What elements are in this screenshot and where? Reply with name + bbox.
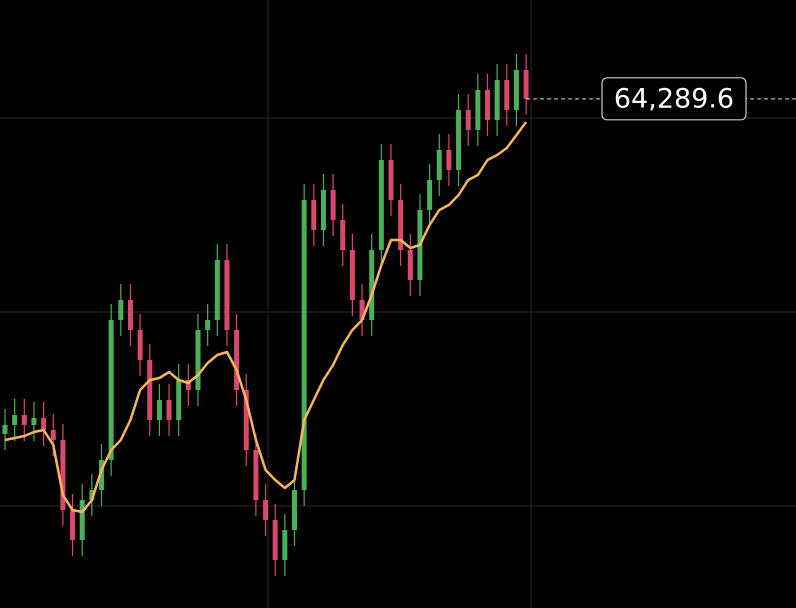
candle-body — [214, 260, 220, 320]
candle-body — [234, 330, 240, 390]
candle-body — [330, 190, 336, 220]
candle-body — [349, 250, 355, 300]
candle-body — [311, 200, 317, 230]
candle-body — [137, 330, 143, 360]
candle-body — [31, 418, 37, 425]
candle-body — [282, 530, 288, 560]
candle-body — [301, 200, 307, 490]
candle-body — [465, 110, 471, 130]
candle-body — [21, 415, 27, 425]
candle-body — [494, 80, 500, 120]
candle-body — [359, 300, 365, 320]
candle-body — [2, 425, 8, 434]
candle-body — [70, 510, 76, 540]
candle-body — [388, 160, 394, 200]
last-price-label: 64,289.6 — [614, 83, 734, 114]
candle-body — [205, 320, 211, 330]
moving-average-line — [4, 121, 528, 514]
last-price-box — [601, 77, 747, 121]
candle-body — [446, 150, 452, 170]
candle-body — [118, 300, 124, 320]
candle-body — [243, 390, 249, 450]
candle-body — [378, 160, 384, 250]
candle-body — [292, 490, 297, 530]
candle-body — [340, 220, 346, 250]
candle-body — [60, 440, 66, 510]
candle-body — [398, 200, 404, 250]
candle-body — [108, 320, 114, 460]
candle-body — [513, 70, 519, 110]
candle-body — [185, 380, 191, 390]
candle-body — [272, 520, 278, 560]
candle-body — [195, 330, 201, 390]
candle-body — [147, 360, 153, 420]
candle-body — [253, 450, 259, 500]
candle-body — [320, 190, 326, 230]
candle-body — [456, 110, 462, 170]
candle-body — [12, 415, 18, 425]
candle-body — [127, 300, 133, 330]
candle-body — [79, 500, 85, 540]
candle-body — [436, 150, 442, 180]
candle-body — [166, 400, 172, 420]
candle-body — [427, 180, 433, 210]
candle-body — [224, 260, 230, 330]
candle-body — [369, 250, 375, 320]
candle-body — [475, 90, 481, 130]
candle-body — [407, 250, 413, 280]
candle-body — [41, 418, 47, 430]
candle-body — [50, 430, 56, 440]
candle-body — [156, 400, 162, 420]
candle-body — [485, 90, 490, 120]
candle-body — [523, 70, 529, 99]
candle-body — [99, 460, 104, 490]
candle-body — [89, 490, 95, 500]
candle-body — [176, 380, 182, 420]
candle-body — [263, 500, 269, 520]
candle-body — [504, 80, 510, 110]
